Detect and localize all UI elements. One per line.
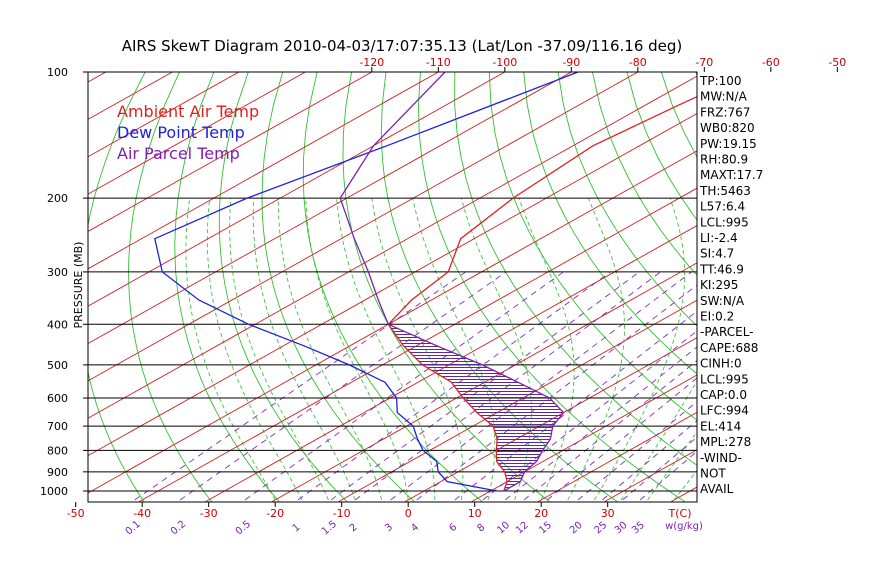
mixing-ratio-label: 12 xyxy=(514,520,531,537)
top-temp-tick-label: -100 xyxy=(492,56,517,69)
bottom-temp-tick-label: -10 xyxy=(333,507,351,520)
legend-entry: Ambient Air Temp xyxy=(117,102,259,121)
pressure-tick-label: 1000 xyxy=(40,485,68,498)
stat-item: LI:-2.4 xyxy=(700,231,738,245)
dry-adiabat xyxy=(799,72,870,502)
top-temp-tick-label: -70 xyxy=(695,56,713,69)
stat-item: -WIND- xyxy=(700,451,742,465)
stat-item: CINH:0 xyxy=(700,357,742,371)
bottom-temp-tick-label: 10 xyxy=(468,507,482,520)
stat-item: CAPE:688 xyxy=(700,341,758,355)
legend-entry: Air Parcel Temp xyxy=(117,144,240,163)
mixing-ratio-label: 2 xyxy=(348,522,360,535)
bottom-temp-tick-label: 20 xyxy=(534,507,548,520)
bottom-temp-tick-label: -40 xyxy=(133,507,151,520)
legend-entry: Dew Point Temp xyxy=(117,123,245,142)
mixing-axis-label: w(g/kg) xyxy=(665,521,703,532)
dry-adiabat xyxy=(834,72,870,502)
isotherm xyxy=(272,63,870,502)
mixing-ratio-line xyxy=(524,272,807,500)
stat-item: -PARCEL- xyxy=(700,325,754,339)
mixing-ratio-label: 8 xyxy=(475,522,487,535)
stat-item: SW:N/A xyxy=(700,294,745,308)
mixing-ratio-label: 10 xyxy=(495,520,512,537)
stat-item: EI:0.2 xyxy=(700,310,734,324)
stat-item: MAXT:17.7 xyxy=(700,168,763,182)
mixing-ratio-label: 0.1 xyxy=(124,519,143,538)
pressure-tick-label: 900 xyxy=(47,466,68,479)
mixing-ratio-label: 25 xyxy=(592,520,609,537)
stat-item: EL:414 xyxy=(700,419,741,433)
mixing-ratio-label: 0.2 xyxy=(169,519,188,538)
top-temp-tick-label: -120 xyxy=(359,56,384,69)
mixing-ratio-label: 3 xyxy=(383,522,395,535)
y-axis-label: PRESSURE (MB) xyxy=(72,242,85,329)
pressure-tick-label: 100 xyxy=(47,66,68,79)
moist-adiabat xyxy=(253,198,355,500)
stat-item: AVAIL xyxy=(700,482,734,496)
moist-adiabat xyxy=(278,198,381,500)
stat-item: LCL:995 xyxy=(700,372,749,386)
bottom-temp-tick-label: -30 xyxy=(200,507,218,520)
isotherm xyxy=(0,63,654,502)
bottom-temp-tick-label: -20 xyxy=(266,507,284,520)
temp-axis-label: T(C) xyxy=(668,507,692,520)
mixing-ratio-label: 1.5 xyxy=(320,519,339,538)
mixing-ratio-label: 15 xyxy=(537,520,554,537)
stat-item: NOT xyxy=(700,467,726,481)
bottom-temp-tick-label: 0 xyxy=(405,507,412,520)
mixing-ratio-label: 30 xyxy=(613,520,630,537)
pressure-tick-label: 600 xyxy=(47,392,68,405)
stat-item: TT:46.9 xyxy=(699,262,744,276)
top-temp-tick-label: -50 xyxy=(828,56,846,69)
top-temp-tick-label: -90 xyxy=(562,56,580,69)
mixing-ratio-label: 6 xyxy=(447,522,459,535)
pressure-tick-label: 800 xyxy=(47,444,68,457)
stat-item: LCL:995 xyxy=(700,215,749,229)
stat-item: MW:N/A xyxy=(700,90,748,104)
mixing-ratio-line xyxy=(640,272,870,500)
stat-item: PW:19.15 xyxy=(700,137,757,151)
top-temp-tick-label: -60 xyxy=(762,56,780,69)
mixing-ratio-label: 1 xyxy=(291,522,303,535)
pressure-tick-label: 200 xyxy=(47,192,68,205)
dry-adiabat xyxy=(262,72,414,502)
pressure-tick-label: 700 xyxy=(47,420,68,433)
bottom-temp-tick-label: 30 xyxy=(601,507,615,520)
mixing-ratio-label: 35 xyxy=(630,520,647,537)
stat-item: SI:4.7 xyxy=(700,247,734,261)
mixing-ratio-line xyxy=(391,272,692,500)
pressure-tick-label: 500 xyxy=(47,359,68,372)
stat-item: TP:100 xyxy=(699,74,742,88)
dry-adiabat xyxy=(419,72,685,502)
mixing-ratio-label: 20 xyxy=(568,520,585,537)
stat-item: RH:80.9 xyxy=(700,153,748,167)
dry-adiabat xyxy=(765,72,870,502)
bottom-temp-tick-label: -50 xyxy=(67,507,85,520)
stat-item: L57:6.4 xyxy=(700,200,745,214)
stat-item: CAP:0.0 xyxy=(700,388,747,402)
mixing-ratio-label: 0.5 xyxy=(234,519,253,538)
stat-item: MPL:278 xyxy=(700,435,751,449)
mixing-ratio-label: 4 xyxy=(409,522,421,535)
mixing-ratio-line xyxy=(135,272,466,500)
stat-item: KI:295 xyxy=(700,278,738,292)
stat-item: TH:5463 xyxy=(699,184,751,198)
chart-title: AIRS SkewT Diagram 2010-04-03/17:07:35.1… xyxy=(122,37,683,55)
stat-item: WB0:820 xyxy=(700,121,755,135)
isotherm xyxy=(405,63,870,502)
stat-item: LFC:994 xyxy=(700,404,749,418)
top-temp-tick-label: -80 xyxy=(629,56,647,69)
stat-item: FRZ:767 xyxy=(700,105,750,119)
top-temp-tick-label: -110 xyxy=(426,56,451,69)
isotherm xyxy=(0,63,122,502)
pressure-tick-label: 300 xyxy=(47,266,68,279)
moist-adiabat xyxy=(207,198,301,500)
pressure-tick-label: 400 xyxy=(47,318,68,331)
